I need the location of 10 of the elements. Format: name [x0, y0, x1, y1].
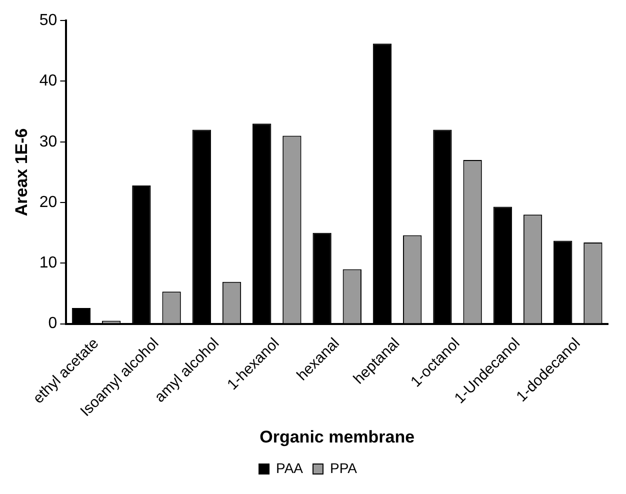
legend-label: PAA: [276, 460, 304, 476]
y-tick-label: 20: [39, 194, 58, 211]
y-tick-label: 40: [39, 72, 58, 90]
y-axis-title: Areax 1E-6: [12, 128, 31, 216]
y-tick-label: 10: [39, 254, 58, 272]
y-tick-label: 30: [39, 133, 58, 150]
legend-label: PPA: [330, 460, 358, 476]
x-axis-title: Organic membrane: [260, 427, 415, 446]
y-tick-label: 50: [39, 12, 58, 30]
y-tick-label: 0: [48, 315, 58, 332]
